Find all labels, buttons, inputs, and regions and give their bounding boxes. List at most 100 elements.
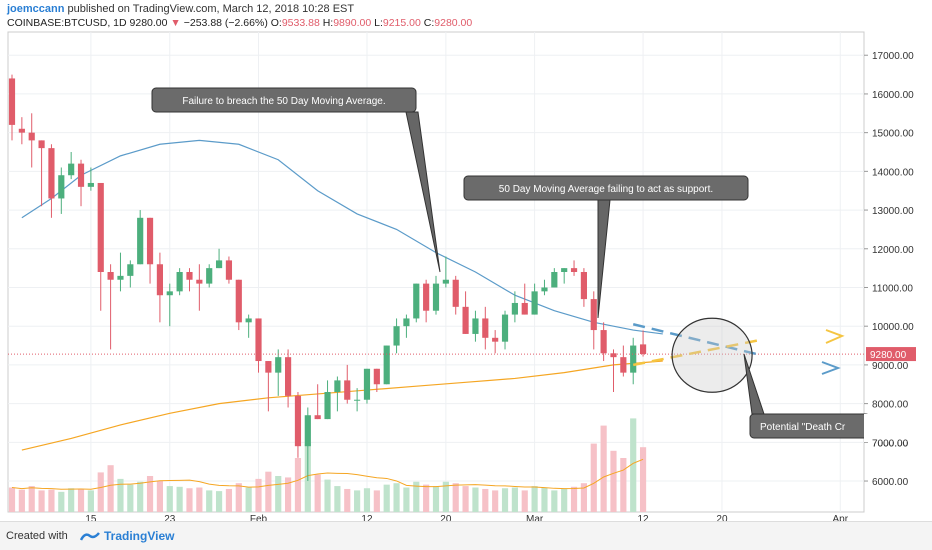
annotation-ma-support-text: 50 Day Moving Average failing to act as … [499, 184, 713, 195]
volume-bar [492, 490, 499, 512]
candle-body [18, 128, 25, 133]
candle-body [68, 163, 75, 176]
close-label: C: [423, 17, 435, 29]
down-arrow-icon: ▼ [170, 17, 181, 29]
volume-bar [225, 488, 233, 512]
x-tick-label: 12 [638, 514, 650, 521]
candle-body [600, 330, 607, 354]
annotation-ma-support-box [463, 175, 749, 201]
candle-body [482, 318, 489, 338]
volume-bar [107, 465, 114, 512]
x-tick-label: 23 [164, 514, 176, 521]
candle-body [373, 368, 380, 385]
volume-bar [334, 486, 341, 512]
x-tick-label: 12 [361, 514, 373, 521]
ma50-projection [632, 323, 762, 357]
candle-body [580, 272, 587, 300]
y-tick-label: 14000.00 [872, 167, 914, 178]
y-tick-label: 10000.00 [872, 322, 914, 333]
candle-body [58, 175, 65, 199]
created-with-text: Created with [6, 530, 68, 542]
candle-body [452, 279, 459, 307]
author-link[interactable]: joemccann [7, 3, 65, 15]
volume-bar [551, 490, 558, 512]
candle-body [393, 326, 400, 346]
volume-bar [215, 491, 223, 512]
candle-body [383, 345, 390, 385]
y-tick-label: 15000.00 [872, 129, 914, 140]
candle-body [413, 283, 420, 319]
volume-bar [255, 478, 262, 512]
volume-bar [511, 487, 518, 512]
volume-bar [275, 476, 282, 512]
annotation-death-cross-text: Potential "Death Cr [760, 422, 846, 433]
volume-bar [570, 486, 578, 512]
volume-bar [196, 487, 203, 512]
high-label: H: [322, 17, 334, 29]
candle-body [541, 287, 548, 292]
candle-body [354, 399, 361, 401]
candle-body [304, 415, 311, 447]
candle-body [215, 260, 223, 269]
candle-body [166, 291, 173, 296]
volume-bar [620, 458, 627, 512]
candle-body [245, 318, 252, 323]
volume-bar [48, 489, 55, 512]
publish-line: joemccann published on TradingView.com, … [7, 3, 354, 15]
y-tick-label: 12000.00 [872, 245, 914, 256]
volume-bar [58, 491, 65, 512]
annotation-ma-breach-box [151, 87, 417, 113]
open-label: O: [270, 17, 282, 29]
y-tick-label: 8000.00 [872, 400, 909, 411]
candle-body [492, 337, 499, 342]
y-tick-label: 9000.00 [872, 361, 909, 372]
price-chart[interactable]: 6000.00 7000.00 8000.00 9000.00 10000.00 1100… [0, 0, 932, 521]
open-value: 9533.88 [281, 17, 320, 29]
volume-bar [324, 479, 331, 512]
y-tick-label: 17000.00 [872, 51, 914, 62]
volume-bar [314, 474, 321, 512]
candle-body [117, 275, 124, 280]
candle-body [77, 163, 85, 187]
volume-bar [137, 481, 144, 512]
volume-bar [472, 487, 479, 512]
candle-body [551, 272, 558, 288]
x-tick-label: 15 [85, 514, 97, 521]
candle-body [156, 264, 163, 296]
volume-bar [28, 486, 35, 512]
last-price-tag [866, 347, 916, 362]
y-tick-label: 7000.00 [872, 438, 909, 449]
volume-bar [413, 481, 420, 512]
volume-bar [630, 418, 637, 512]
footer-bar: Created with TradingView [0, 521, 932, 550]
ma200-projection [632, 338, 762, 367]
candle-body [590, 299, 597, 331]
volume-bar [18, 489, 25, 512]
volume-bar [206, 490, 213, 512]
right-axis-mask [864, 414, 932, 442]
ohlc-line: COINBASE:BTCUSD, 1D 9280.00 ▼ −253.88 (−… [7, 17, 472, 29]
candle-body [275, 357, 282, 373]
volume-bar [294, 458, 302, 512]
candle-body [363, 368, 371, 400]
last-price-tag-label: 9280.00 [870, 350, 907, 361]
candle-body [423, 283, 430, 311]
candle-body [146, 217, 154, 265]
x-tick-label: 20 [440, 514, 452, 521]
x-tick-label: Apr [832, 514, 848, 521]
volume-bar [452, 483, 459, 512]
volume-bar [156, 481, 163, 512]
candle-body [255, 318, 262, 362]
tradingview-brand[interactable]: TradingView [104, 529, 175, 543]
volume-bar [531, 486, 538, 512]
volume-bar [146, 476, 154, 512]
candle-body [403, 318, 410, 327]
volume-bar [285, 477, 292, 512]
candle-body [432, 283, 440, 311]
candle-body [501, 314, 509, 342]
volume-bar [541, 487, 548, 512]
volume-bar [393, 483, 400, 512]
volume-bar [265, 471, 272, 512]
y-tick-label: 16000.00 [872, 90, 914, 101]
candle-body [186, 272, 193, 280]
